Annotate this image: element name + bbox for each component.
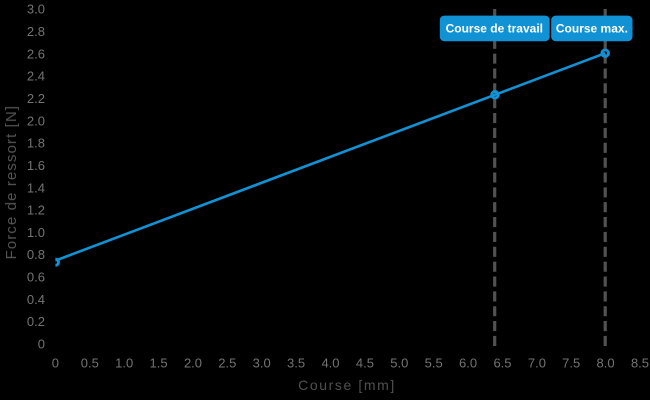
svg-text:0.6: 0.6 bbox=[27, 270, 45, 285]
svg-text:Course max.: Course max. bbox=[556, 22, 628, 36]
svg-text:8.0: 8.0 bbox=[597, 356, 615, 371]
svg-text:7.0: 7.0 bbox=[528, 356, 546, 371]
svg-text:Course de travail: Course de travail bbox=[446, 22, 543, 36]
svg-text:3.0: 3.0 bbox=[253, 356, 271, 371]
svg-text:4.5: 4.5 bbox=[356, 356, 374, 371]
svg-text:1.4: 1.4 bbox=[27, 180, 45, 195]
svg-text:2.4: 2.4 bbox=[27, 69, 45, 84]
svg-text:0.2: 0.2 bbox=[27, 314, 45, 329]
svg-text:2.2: 2.2 bbox=[27, 91, 45, 106]
svg-text:5.5: 5.5 bbox=[425, 356, 443, 371]
svg-text:4.0: 4.0 bbox=[321, 356, 339, 371]
svg-text:Course [mm]: Course [mm] bbox=[298, 377, 396, 393]
svg-text:1.0: 1.0 bbox=[27, 225, 45, 240]
svg-text:2.0: 2.0 bbox=[27, 113, 45, 128]
svg-text:6.0: 6.0 bbox=[459, 356, 477, 371]
svg-text:5.0: 5.0 bbox=[390, 356, 408, 371]
svg-text:3.5: 3.5 bbox=[287, 356, 305, 371]
svg-text:7.5: 7.5 bbox=[562, 356, 580, 371]
svg-text:2.6: 2.6 bbox=[27, 46, 45, 61]
svg-text:1.8: 1.8 bbox=[27, 136, 45, 151]
svg-text:6.5: 6.5 bbox=[493, 356, 511, 371]
svg-text:1.5: 1.5 bbox=[150, 356, 168, 371]
svg-text:1.0: 1.0 bbox=[115, 356, 133, 371]
svg-text:2.5: 2.5 bbox=[218, 356, 236, 371]
svg-text:0.4: 0.4 bbox=[27, 292, 45, 307]
svg-text:3.0: 3.0 bbox=[27, 2, 45, 17]
svg-text:Force de ressort [N]: Force de ressort [N] bbox=[3, 105, 20, 260]
svg-text:0.8: 0.8 bbox=[27, 247, 45, 262]
svg-text:1.2: 1.2 bbox=[27, 203, 45, 218]
svg-text:0.5: 0.5 bbox=[81, 356, 99, 371]
svg-text:0: 0 bbox=[38, 337, 45, 352]
svg-text:1.6: 1.6 bbox=[27, 158, 45, 173]
svg-text:2.8: 2.8 bbox=[27, 24, 45, 39]
svg-text:0: 0 bbox=[52, 356, 59, 371]
svg-text:2.0: 2.0 bbox=[184, 356, 202, 371]
svg-text:8.5: 8.5 bbox=[631, 356, 649, 371]
